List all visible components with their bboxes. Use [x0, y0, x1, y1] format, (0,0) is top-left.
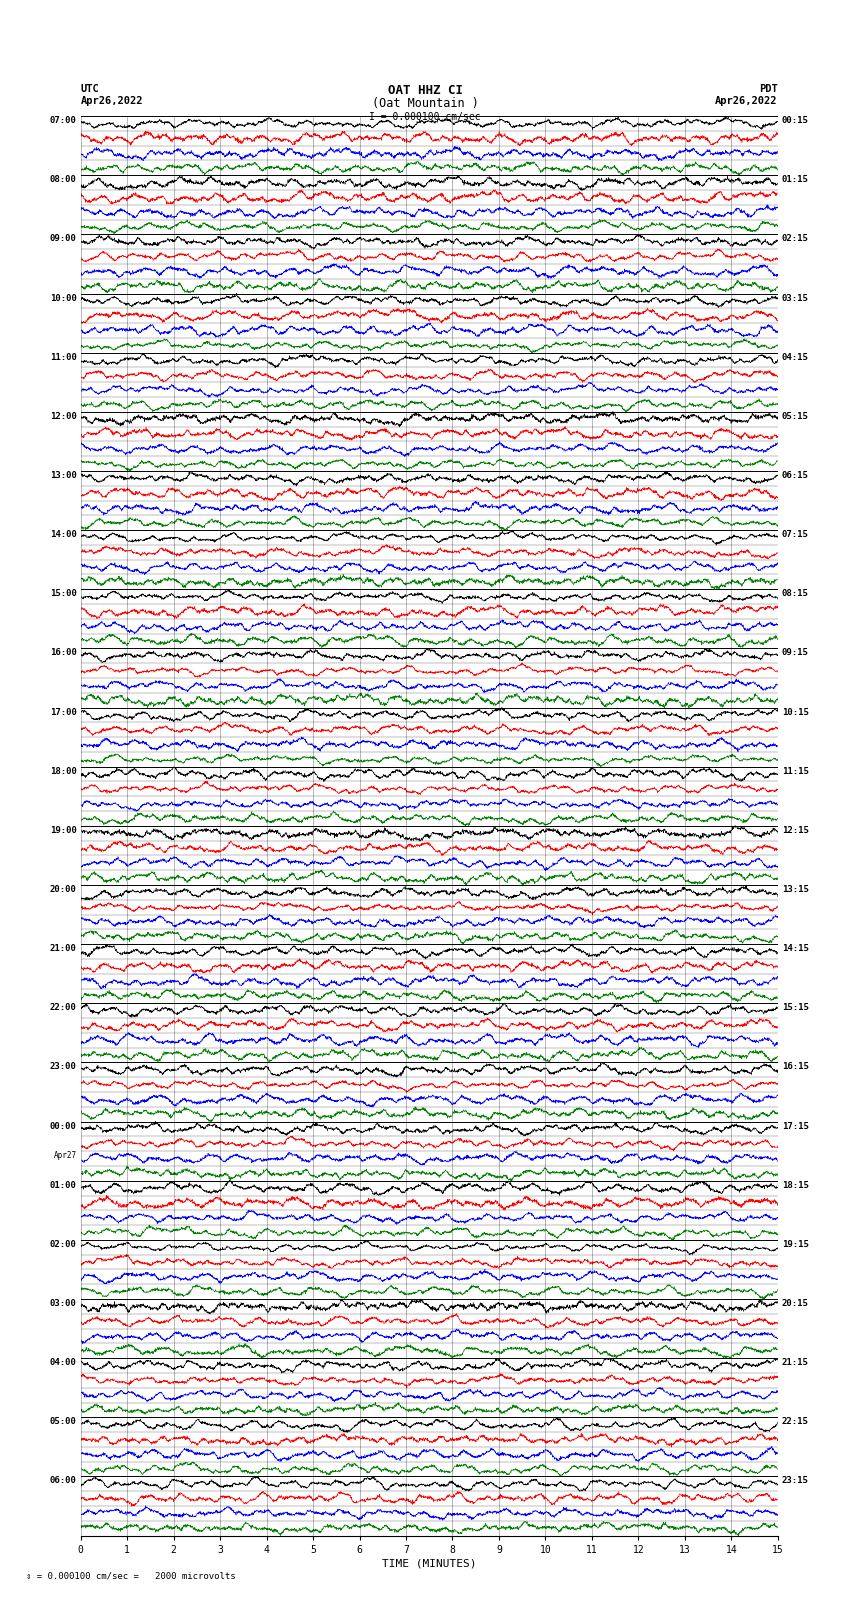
X-axis label: TIME (MINUTES): TIME (MINUTES) — [382, 1558, 477, 1569]
Text: 16:00: 16:00 — [49, 648, 76, 658]
Text: 13:00: 13:00 — [49, 471, 76, 481]
Text: 18:15: 18:15 — [782, 1181, 809, 1190]
Text: 07:15: 07:15 — [782, 531, 809, 539]
Text: 10:15: 10:15 — [782, 708, 809, 716]
Text: Apr27: Apr27 — [54, 1152, 76, 1160]
Text: 09:15: 09:15 — [782, 648, 809, 658]
Text: 02:15: 02:15 — [782, 234, 809, 244]
Text: 23:15: 23:15 — [782, 1476, 809, 1486]
Text: 00:15: 00:15 — [782, 116, 809, 126]
Text: 21:00: 21:00 — [49, 944, 76, 953]
Text: 09:00: 09:00 — [49, 234, 76, 244]
Text: 21:15: 21:15 — [782, 1358, 809, 1368]
Text: 22:00: 22:00 — [49, 1003, 76, 1013]
Text: 05:15: 05:15 — [782, 411, 809, 421]
Text: 14:00: 14:00 — [49, 531, 76, 539]
Text: 13:15: 13:15 — [782, 886, 809, 894]
Text: 16:15: 16:15 — [782, 1063, 809, 1071]
Text: 04:00: 04:00 — [49, 1358, 76, 1368]
Text: 22:15: 22:15 — [782, 1418, 809, 1426]
Text: 11:15: 11:15 — [782, 766, 809, 776]
Text: 03:00: 03:00 — [49, 1298, 76, 1308]
Text: 01:00: 01:00 — [49, 1181, 76, 1190]
Text: 07:00: 07:00 — [49, 116, 76, 126]
Text: UTC: UTC — [81, 84, 99, 94]
Text: 15:00: 15:00 — [49, 589, 76, 598]
Text: 11:00: 11:00 — [49, 353, 76, 361]
Text: 20:15: 20:15 — [782, 1298, 809, 1308]
Text: PDT: PDT — [759, 84, 778, 94]
Text: 06:00: 06:00 — [49, 1476, 76, 1486]
Text: 10:00: 10:00 — [49, 294, 76, 303]
Text: I = 0.000100 cm/sec: I = 0.000100 cm/sec — [369, 111, 481, 123]
Text: 05:00: 05:00 — [49, 1418, 76, 1426]
Text: 14:15: 14:15 — [782, 944, 809, 953]
Text: 06:15: 06:15 — [782, 471, 809, 481]
Text: 19:00: 19:00 — [49, 826, 76, 836]
Text: OAT HHZ CI: OAT HHZ CI — [388, 84, 462, 97]
Text: 20:00: 20:00 — [49, 886, 76, 894]
Text: Apr26,2022: Apr26,2022 — [715, 97, 778, 106]
Text: 03:15: 03:15 — [782, 294, 809, 303]
Text: 02:00: 02:00 — [49, 1240, 76, 1248]
Text: 18:00: 18:00 — [49, 766, 76, 776]
Text: (Oat Mountain ): (Oat Mountain ) — [371, 97, 479, 110]
Text: ⇕ = 0.000100 cm/sec =   2000 microvolts: ⇕ = 0.000100 cm/sec = 2000 microvolts — [26, 1571, 235, 1581]
Text: 15:15: 15:15 — [782, 1003, 809, 1013]
Text: 17:00: 17:00 — [49, 708, 76, 716]
Text: 04:15: 04:15 — [782, 353, 809, 361]
Text: 01:15: 01:15 — [782, 176, 809, 184]
Text: 08:15: 08:15 — [782, 589, 809, 598]
Text: 00:00: 00:00 — [49, 1121, 76, 1131]
Text: 12:00: 12:00 — [49, 411, 76, 421]
Text: 08:00: 08:00 — [49, 176, 76, 184]
Text: 23:00: 23:00 — [49, 1063, 76, 1071]
Text: 19:15: 19:15 — [782, 1240, 809, 1248]
Text: 17:15: 17:15 — [782, 1121, 809, 1131]
Text: Apr26,2022: Apr26,2022 — [81, 97, 144, 106]
Text: 12:15: 12:15 — [782, 826, 809, 836]
